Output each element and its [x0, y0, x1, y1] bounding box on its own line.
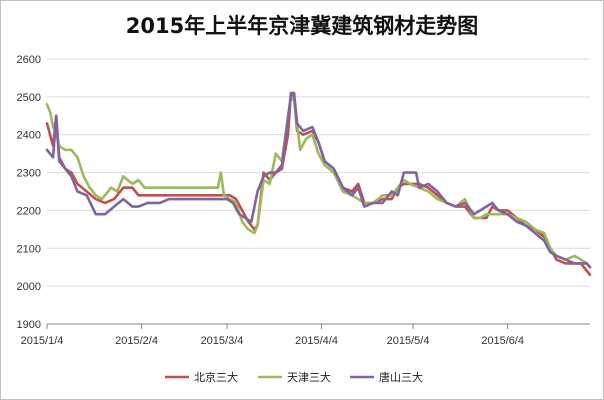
x-tick-label: 2015/6/4 — [481, 335, 524, 347]
gridlines — [47, 58, 590, 325]
x-axis: 2015/1/4 2015/2/4 2015/3/4 2015/4/4 2015/5/4… — [21, 323, 590, 347]
series-line-1 — [45, 91, 592, 277]
x-tick-label: 2015/5/4 — [387, 335, 430, 347]
y-tick-label: 2100 — [17, 243, 41, 255]
chart-title: 2015年上半年京津冀建筑钢材走势图 — [125, 14, 479, 38]
y-tick-label: 2300 — [17, 168, 41, 180]
y-axis-ticks: 1900 2000 2100 2200 2300 2400 2500 2600 — [17, 54, 41, 331]
x-tick-label: 2015/3/4 — [201, 335, 244, 347]
series-line-2 — [45, 95, 592, 269]
y-tick-label: 2500 — [17, 92, 41, 104]
legend: 北京三大 天津三大 唐山三大 — [165, 370, 423, 384]
y-tick-label: 2200 — [17, 205, 41, 217]
series-line-3 — [45, 91, 592, 269]
x-tick-label: 2015/1/4 — [21, 335, 64, 347]
x-tick-label: 2015/2/4 — [115, 335, 158, 347]
y-tick-label: 2600 — [17, 54, 41, 66]
legend-label-1: 北京三大 — [194, 370, 238, 384]
y-tick-label: 2400 — [17, 130, 41, 142]
x-tick-label: 2015/4/4 — [295, 335, 338, 347]
series-lines — [45, 91, 592, 277]
y-tick-label: 2000 — [17, 281, 41, 293]
legend-label-2: 天津三大 — [287, 370, 331, 384]
legend-label-3: 唐山三大 — [379, 370, 423, 384]
y-tick-label: 1900 — [17, 319, 41, 331]
